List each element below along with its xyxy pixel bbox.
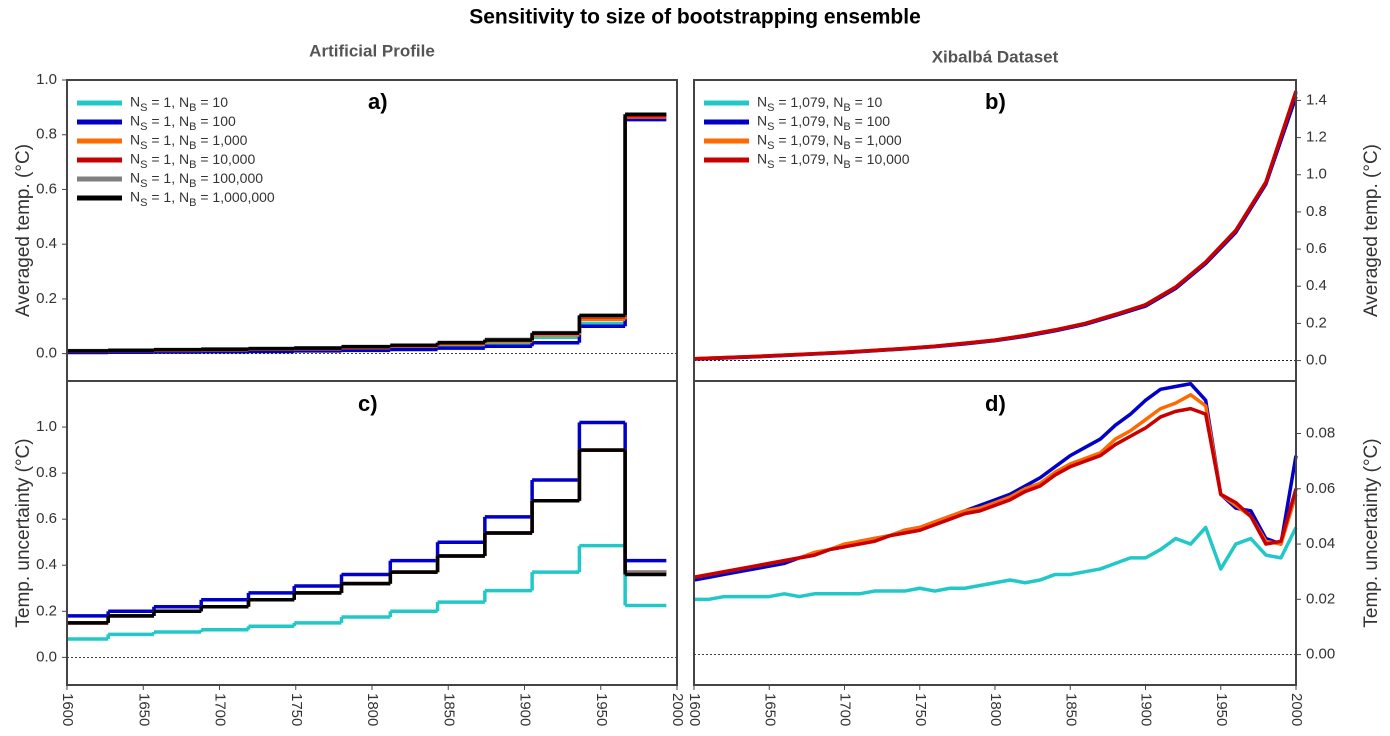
panel-label: c) [358, 391, 378, 416]
plot-area [693, 382, 1298, 602]
legend-label: NS = 1, NB = 100,000 [130, 170, 263, 190]
y-tick-label: 0.8 [36, 464, 57, 481]
y-tick-label: 0.2 [36, 290, 57, 307]
series-line [694, 525, 1298, 602]
legend-label: NS = 1, NB = 10,000 [130, 151, 255, 171]
y-tick-label: 0.00 [1306, 646, 1335, 663]
y-tick-label: 0.6 [36, 180, 57, 197]
x-tick-label: 1650 [135, 693, 152, 726]
x-tick-label: 1750 [912, 693, 929, 726]
y-tick-label: 0.4 [36, 235, 57, 252]
x-tick-label: 2000 [669, 693, 686, 726]
plot-area [67, 420, 667, 641]
y-tick-label: 0.02 [1306, 590, 1335, 607]
x-tick-label: 1650 [761, 693, 778, 726]
x-tick-label: 1950 [593, 693, 610, 726]
x-tick-label: 1700 [212, 693, 229, 726]
legend-label: NS = 1, NB = 1,000 [130, 132, 248, 152]
x-tick-label: 1850 [440, 693, 457, 726]
x-tick-label: 1850 [1062, 693, 1079, 726]
plot-area [67, 112, 667, 355]
plot-area [693, 90, 1298, 361]
x-tick-label: 1600 [59, 693, 76, 726]
y-tick-label: 0.4 [1306, 277, 1327, 294]
x-tick-label: 1800 [987, 693, 1004, 726]
y-axis-label: Temp. uncertainty (°C) [13, 438, 34, 627]
legend-label: NS = 1,079, NB = 1,000 [757, 132, 902, 152]
y-tick-label: 1.0 [1306, 166, 1327, 183]
y-tick-label: 0.4 [36, 556, 57, 573]
panel-label: b) [985, 89, 1006, 114]
x-tick-label: 1900 [517, 693, 534, 726]
y-tick-label: 1.4 [1306, 91, 1327, 108]
legend-label: NS = 1,079, NB = 10 [757, 94, 882, 114]
y-tick-label: 1.0 [36, 418, 57, 435]
y-axis-label: Temp. uncertainty (°C) [1361, 438, 1382, 627]
legend-label: NS = 1, NB = 1,000,000 [130, 189, 275, 209]
panel-title: Xibalbá Dataset [932, 47, 1059, 66]
legend-label: NS = 1, NB = 100 [130, 113, 236, 133]
y-tick-label: 0.8 [36, 126, 57, 143]
y-tick-label: 0.04 [1306, 535, 1335, 552]
y-axis-label: Averaged temp. (°C) [1361, 144, 1382, 317]
y-tick-label: 1.0 [36, 71, 57, 88]
y-tick-label: 0.06 [1306, 480, 1335, 497]
axes-frame [693, 380, 1297, 686]
y-tick-label: 0.2 [1306, 314, 1327, 331]
y-tick-label: 0.6 [36, 510, 57, 527]
x-tick-label: 1600 [686, 693, 703, 726]
y-tick-label: 0.0 [36, 648, 57, 665]
y-tick-label: 0.0 [36, 345, 57, 362]
x-tick-label: 1800 [364, 693, 381, 726]
y-tick-label: 0.0 [1306, 352, 1327, 369]
y-tick-label: 0.2 [36, 602, 57, 619]
x-tick-label: 1950 [1213, 693, 1230, 726]
y-tick-label: 0.6 [1306, 240, 1327, 257]
panel-label: d) [985, 391, 1006, 416]
series-line [693, 406, 1298, 579]
legend-label: NS = 1,079, NB = 100 [757, 113, 890, 133]
y-tick-label: 1.2 [1306, 129, 1327, 146]
panel-title: Artificial Profile [309, 41, 435, 60]
figure-title: Sensitivity to size of bootstrapping ens… [469, 6, 921, 29]
y-tick-label: 0.8 [1306, 203, 1327, 220]
x-tick-label: 1750 [288, 693, 305, 726]
axes-frame [66, 380, 678, 686]
legend-label: NS = 1, NB = 10 [130, 94, 228, 114]
x-tick-label: 1700 [837, 693, 854, 726]
x-tick-label: 1900 [1138, 693, 1155, 726]
y-tick-label: 0.08 [1306, 424, 1335, 441]
y-axis-label: Averaged temp. (°C) [13, 144, 34, 317]
panel-label: a) [368, 89, 388, 114]
series-line [693, 90, 1298, 361]
legend-label: NS = 1,079, NB = 10,000 [757, 151, 910, 171]
x-tick-label: 2000 [1288, 693, 1305, 726]
